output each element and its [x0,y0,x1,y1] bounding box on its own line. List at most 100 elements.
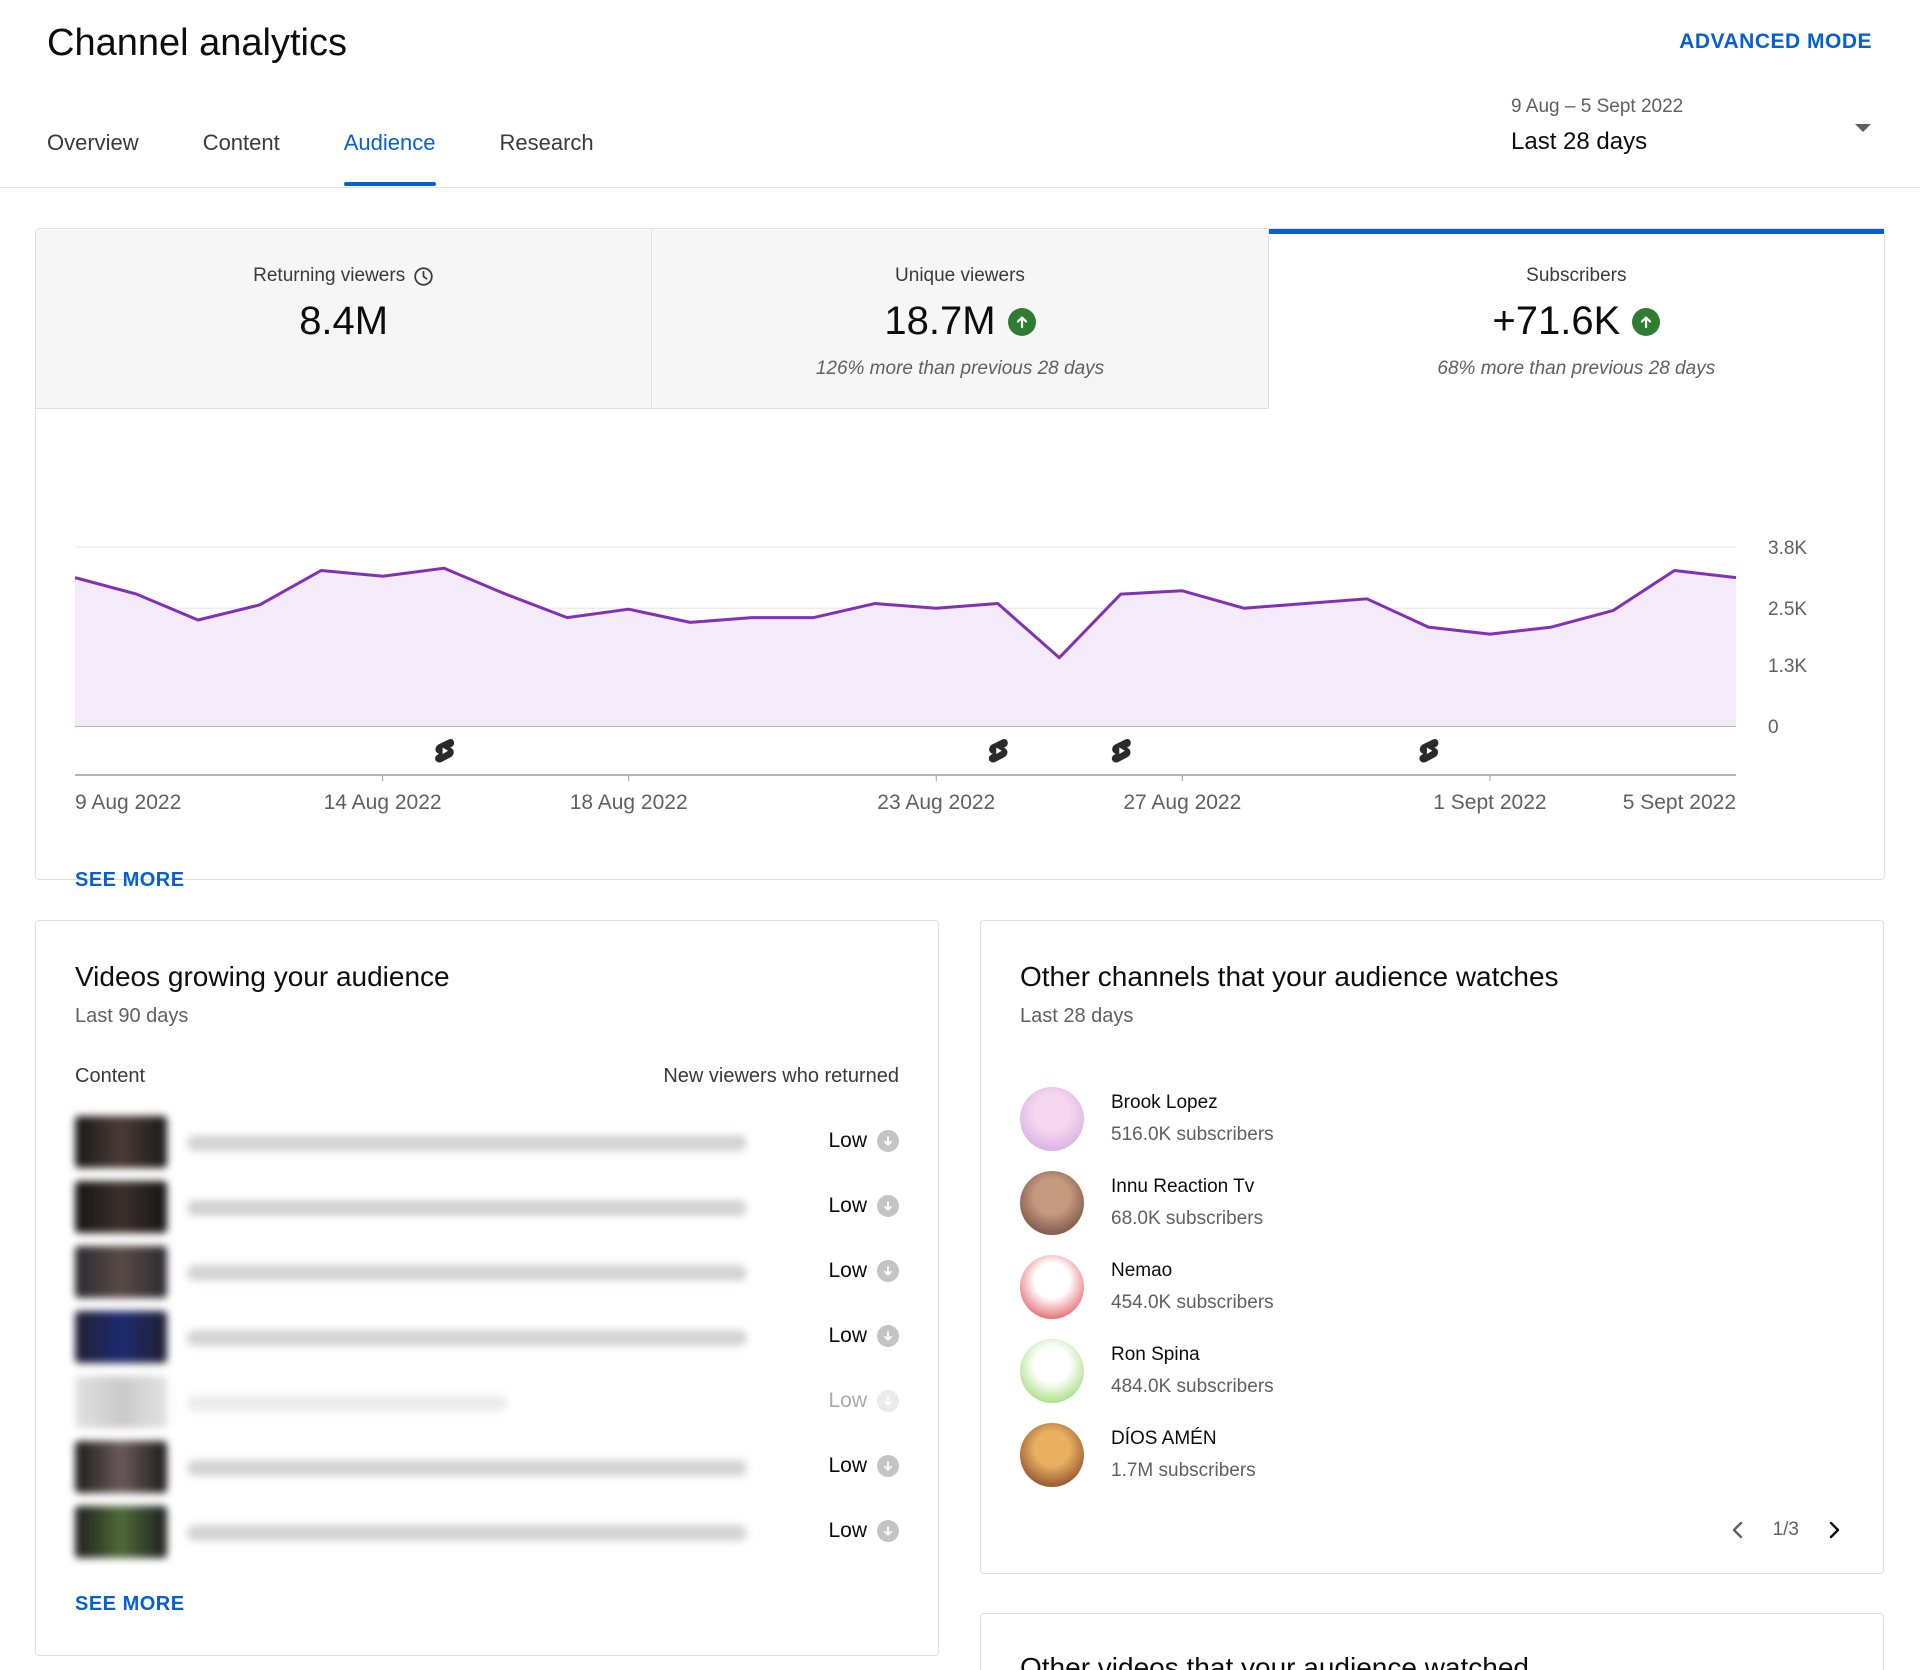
x-tick-label: 1 Sept 2022 [1433,791,1546,814]
clock-icon [414,266,433,286]
channel-subscribers: 68.0K subscribers [1111,1208,1264,1229]
channel-text: Ron Spina 484.0K subscribers [1111,1344,1274,1398]
chevron-right-icon[interactable] [1821,1517,1847,1543]
metric-unique-viewers[interactable]: Unique viewers 18.7M 126% more than prev… [652,229,1269,409]
x-tick-label: 9 Aug 2022 [75,791,181,814]
chart-line [74,566,1737,660]
metric-label: Returning viewers [253,265,434,287]
shorts-icon[interactable] [1419,738,1439,763]
video-row[interactable]: Low [75,1109,899,1174]
returning-level: Low [828,1129,899,1153]
metric-label-text: Subscribers [1526,265,1627,286]
channel-text: Brook Lopez 516.0K subscribers [1111,1092,1274,1146]
y-tick-label: 1.3K [1768,656,1807,677]
date-range-text: 9 Aug – 5 Sept 2022 [1511,96,1684,117]
column-header-new-viewers: New viewers who returned [663,1065,899,1087]
panel-title: Other channels that your audience watche… [1020,961,1559,992]
video-row[interactable]: Low [75,1434,899,1499]
panel-subtitle: Last 28 days [1020,1005,1134,1027]
trend-down-icon [877,1390,899,1412]
channel-item[interactable]: Ron Spina 484.0K subscribers [1020,1329,1274,1413]
channel-list: Brook Lopez 516.0K subscribers Innu Reacti… [1020,1077,1274,1497]
x-tick-label: 27 Aug 2022 [1123,791,1241,814]
channel-item[interactable]: Brook Lopez 516.0K subscribers [1020,1077,1274,1161]
video-row[interactable]: Low [75,1304,899,1369]
advanced-mode-button[interactable]: ADVANCED MODE [1679,30,1872,53]
video-title-blurred [187,1265,747,1281]
trend-up-icon [1007,307,1036,336]
channel-item[interactable]: Innu Reaction Tv 68.0K subscribers [1020,1161,1274,1245]
trend-down-icon [877,1195,899,1217]
level-label: Low [828,1519,867,1542]
returning-level: Low [828,1324,899,1348]
metric-value-text: +71.6K [1492,299,1621,343]
tab-research[interactable]: Research [499,130,594,155]
channel-item[interactable]: DÍOS AMÉN 1.7M subscribers [1020,1413,1274,1497]
video-thumbnail [75,1375,167,1428]
y-tick-label: 3.8K [1768,538,1807,559]
metric-comparison: 126% more than previous 28 days [815,358,1105,379]
channel-name: DÍOS AMÉN [1111,1428,1217,1449]
shorts-icon[interactable] [435,738,455,763]
video-title-blurred [187,1525,747,1541]
tab-overview[interactable]: Overview [47,130,139,155]
metric-value-text: 18.7M [884,299,996,343]
metric-value: +71.6K [1269,299,1884,344]
tab-content[interactable]: Content [202,130,280,155]
video-row[interactable]: Low [75,1499,899,1564]
videos-see-more-link[interactable]: SEE MORE [75,1593,185,1615]
tab-audience[interactable]: Audience [343,130,436,186]
shorts-icon[interactable] [1111,738,1131,763]
x-tick-label: 18 Aug 2022 [570,791,688,814]
channel-text: Innu Reaction Tv 68.0K subscribers [1111,1176,1263,1230]
channel-item[interactable]: Nemao 454.0K subscribers [1020,1245,1274,1329]
chart-canvas: 3.8K 2.5K 1.3K 0 9 Aug 2022 14 Aug 2022 18 Aug… [74,538,1807,814]
channel-avatar [1020,1423,1084,1487]
date-range-dropdown[interactable]: 9 Aug – 5 Sept 2022 Last 28 days [1511,96,1871,160]
level-label: Low [828,1389,867,1412]
channel-subscribers: 484.0K subscribers [1111,1376,1274,1397]
shorts-icon[interactable] [988,738,1008,763]
audience-metrics-card: Returning viewers 8.4M Unique viewers 18… [35,228,1885,891]
channel-subscribers: 1.7M subscribers [1111,1460,1256,1481]
videos-growing-audience-panel: Videos growing your audience Last 90 day… [35,920,939,1656]
caret-down-icon [1855,124,1871,132]
metric-label: Subscribers [1526,265,1626,287]
channel-subscribers: 516.0K subscribers [1111,1124,1274,1145]
video-thumbnail [75,1115,167,1168]
video-thumbnail [75,1310,167,1363]
returning-level: Low [828,1259,899,1283]
returning-level: Low [828,1194,899,1218]
trend-down-icon [877,1455,899,1477]
chart-area [75,568,1736,726]
channel-avatar [1020,1171,1084,1235]
metric-returning-viewers[interactable]: Returning viewers 8.4M [36,229,653,409]
returning-level: Low [828,1519,899,1543]
page-title: Channel analytics [47,22,347,64]
page-header: Channel analytics ADVANCED MODE Overview… [0,0,1920,188]
video-thumbnail [75,1245,167,1298]
level-label: Low [828,1129,867,1152]
video-title-blurred [187,1135,747,1151]
trend-up-icon [1632,307,1661,336]
metric-subscribers[interactable]: Subscribers +71.6K 68% more than previou… [1268,229,1885,409]
trend-down-icon [877,1325,899,1347]
chart-see-more-link[interactable]: SEE MORE [75,869,185,891]
panel-subtitle: Last 90 days [75,1005,189,1027]
metric-tabs: Returning viewers 8.4M Unique viewers 18… [36,229,1885,409]
channels-pager: 1/3 [1725,1517,1847,1543]
x-tick-label: 14 Aug 2022 [324,791,442,814]
trend-down-icon [877,1130,899,1152]
level-label: Low [828,1324,867,1347]
trend-down-icon [877,1260,899,1282]
page-indicator: 1/3 [1772,1519,1799,1540]
returning-level: Low [828,1454,899,1478]
panel-title: Videos growing your audience [75,961,450,992]
channel-name: Nemao [1111,1260,1173,1281]
video-row[interactable]: Low [75,1174,899,1239]
chevron-left-icon[interactable] [1725,1517,1751,1543]
video-row[interactable]: Low [75,1369,899,1434]
video-title-blurred [187,1330,747,1346]
video-row[interactable]: Low [75,1239,899,1304]
metric-value: 8.4M [36,299,651,344]
